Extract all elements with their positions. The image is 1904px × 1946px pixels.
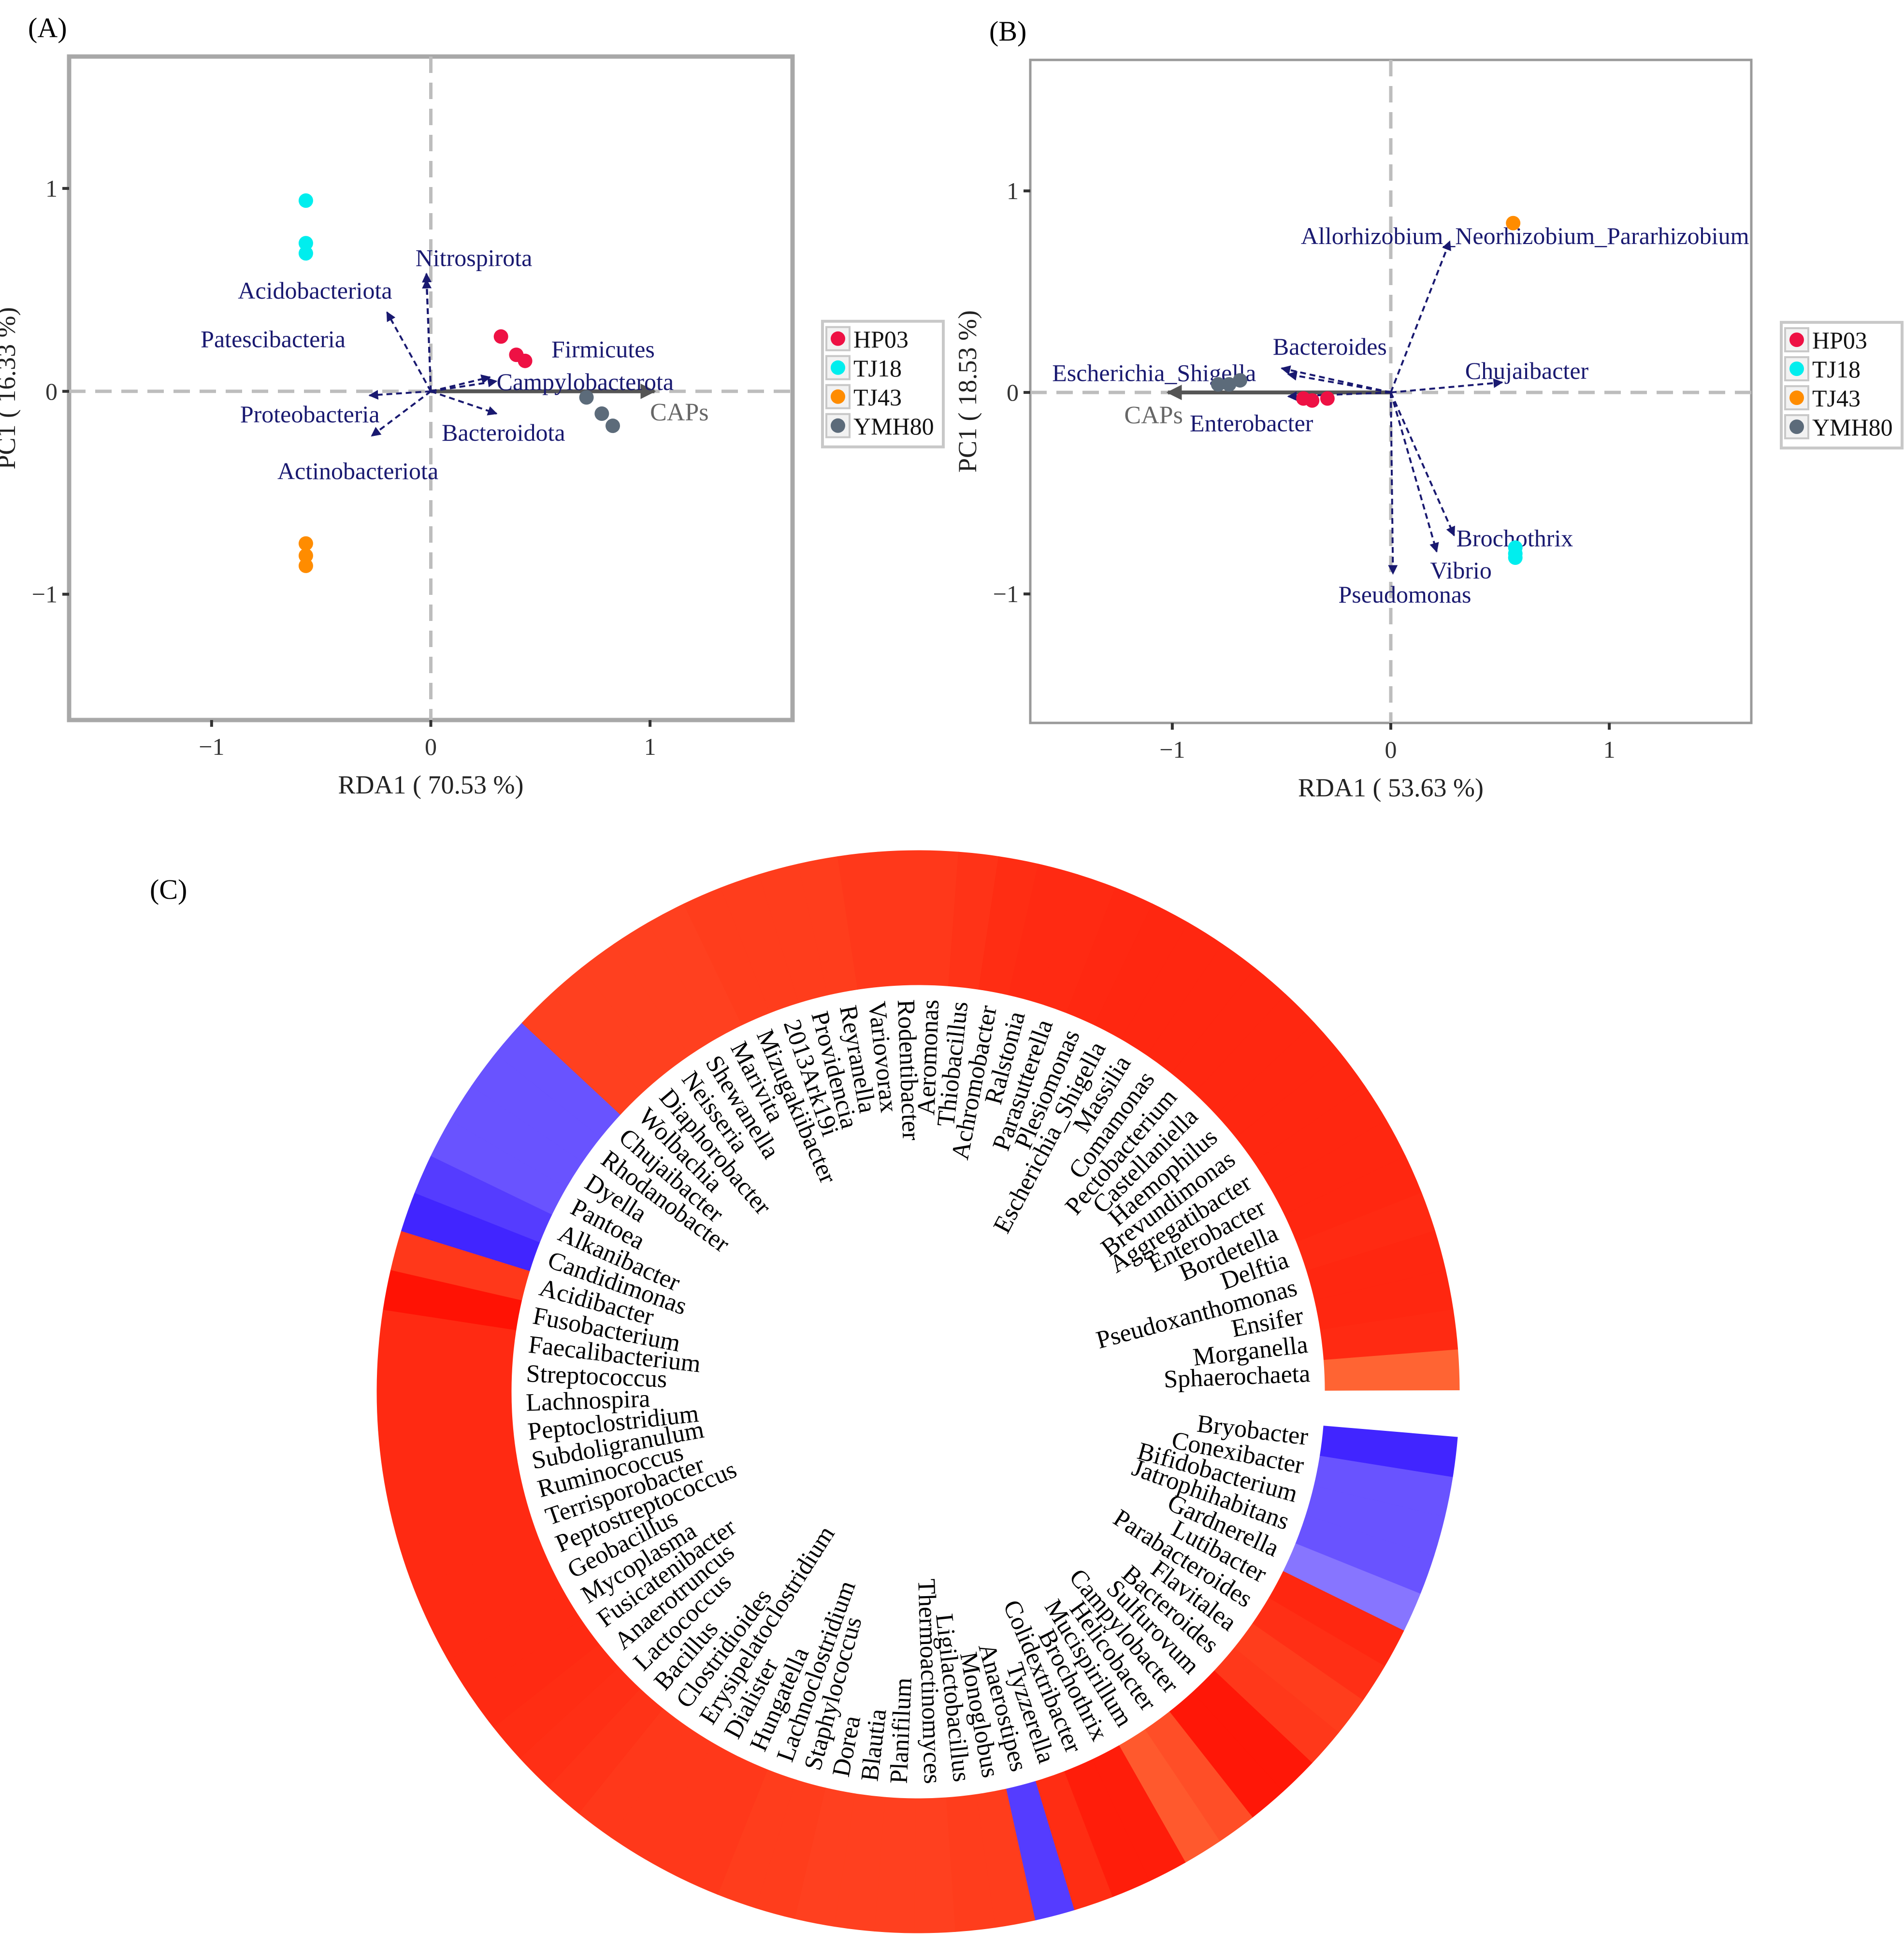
x-tick-label: 0 (425, 733, 437, 760)
caps-label: CAPs (650, 399, 708, 426)
vector-allorhizobium-neorhizobium-pararhizobium (1390, 240, 1451, 393)
sample-point-tj43 (298, 558, 313, 573)
vector-label-chujaibacter: Chujaibacter (1465, 357, 1589, 384)
legend-marker-ymh80 (831, 418, 845, 433)
vector-label-bacteroidota: Bacteroidota (442, 419, 565, 446)
x-axis-title: RDA1 ( 53.63 %) (1298, 773, 1484, 802)
legend-key (1784, 385, 1809, 411)
legend-marker-tj43 (831, 389, 845, 404)
genus-label-sphaerochaeta: Sphaerochaeta (1163, 1360, 1311, 1393)
y-tick-label: 1 (1007, 177, 1019, 204)
y-tick-label: 0 (1007, 379, 1019, 406)
legend-label-tj18: TJ18 (1812, 356, 1861, 383)
legend-label-ymh80: YMH80 (1812, 414, 1893, 441)
vector-label-actinobacteriota: Actinobacteriota (277, 458, 438, 485)
vector-label-enterobacter: Enterobacter (1190, 410, 1313, 437)
vector-label-vibrio: Vibrio (1430, 557, 1492, 584)
genus-label-thermoactinomyces: Thermoactinomyces (912, 1578, 946, 1784)
panel-label: (B) (989, 15, 1026, 47)
vector-label-allorhizobium-neorhizobium-pararhizobium: Allorhizobium_Neorhizobium_Pararhizobium (1301, 222, 1749, 249)
sample-point-tj18 (298, 236, 313, 251)
sample-point-hp03 (1305, 393, 1320, 408)
heat-cell-rodentibacter (877, 850, 919, 986)
vector-label-patescibacteria: Patescibacteria (201, 326, 346, 353)
vector-bacteroidota (430, 390, 498, 416)
vector-label-firmicutes: Firmicutes (551, 336, 655, 363)
panel-a: (A) −1 0 1 −1 0 1 RDA1 ( 70.53 %) PC1 ( 16.33 %)… (0, 12, 945, 799)
sample-point-tj18 (1508, 550, 1523, 565)
sample-point-ymh80 (579, 390, 594, 405)
x-tick-label: 1 (1603, 736, 1616, 763)
sample-point-tj18 (298, 193, 313, 208)
panel-c: (C)AeromonasThiobacillusAchromobacterRal… (150, 850, 1460, 1933)
genus-label-planifilum: Planifilum (885, 1677, 918, 1784)
legend-label-hp03: HP03 (853, 326, 909, 353)
sample-point-tj43 (1506, 216, 1521, 231)
y-tick-label: −1 (32, 581, 58, 608)
genus-label-aeromonas: Aeromonas (912, 999, 944, 1116)
legend-label-tj43: TJ43 (1812, 385, 1861, 412)
sample-point-ymh80 (1211, 377, 1226, 392)
sample-point-ymh80 (606, 418, 620, 433)
sample-point-ymh80 (1233, 373, 1248, 388)
legend-label-ymh80: YMH80 (853, 413, 934, 440)
vector-actinobacteriota (371, 390, 432, 437)
vector-enterobacter (1287, 391, 1391, 401)
panel-label: (A) (28, 12, 67, 43)
heat-cell-sphaerochaeta (1323, 1349, 1460, 1391)
legend-marker-hp03 (1789, 332, 1804, 347)
vector-label-acidobacteriota: Acidobacteriota (238, 277, 392, 304)
genus-label-rodentibacter: Rodentibacter (892, 999, 925, 1141)
vector-escherichia-shigella (1287, 371, 1391, 394)
panel-b: (B) −1 0 1 −1 0 1 RDA1 ( 53.63 %) PC1 ( 18.53 %)… (953, 15, 1904, 802)
sample-point-tj43 (298, 548, 313, 563)
y-axis-title: PC1 ( 18.53 %) (953, 310, 982, 473)
sample-point-hp03 (493, 329, 508, 344)
x-tick-label: 0 (1385, 736, 1397, 763)
sample-point-ymh80 (1222, 377, 1237, 392)
legend-key (1784, 356, 1809, 382)
vector-vibrio (1390, 392, 1439, 553)
legend-label-hp03: HP03 (1812, 327, 1867, 354)
sample-point-hp03 (1320, 391, 1335, 406)
x-tick-label: −1 (199, 733, 224, 760)
legend-marker-hp03 (831, 331, 845, 346)
y-axis-title: PC1 ( 16.33 %) (0, 307, 21, 470)
x-tick-label: 1 (644, 733, 656, 760)
legend-marker-tj43 (1789, 390, 1804, 405)
y-tick-label: −1 (993, 580, 1019, 607)
panel-label: (C) (150, 874, 187, 905)
vector-label-bacteroides: Bacteroides (1273, 333, 1387, 360)
vector-campylobacterota (431, 377, 498, 392)
genus-label-lachnospira: Lachnospira (525, 1385, 650, 1417)
y-tick-label: 0 (45, 378, 58, 405)
vector-proteobacteria (368, 390, 431, 400)
legend-label-tj18: TJ18 (853, 355, 902, 382)
legend-label-tj43: TJ43 (853, 384, 902, 411)
y-tick-label: 1 (45, 175, 58, 202)
legend-marker-ymh80 (1789, 419, 1804, 434)
legend-marker-tj18 (1789, 361, 1804, 376)
vector-brochothrix (1390, 392, 1455, 536)
x-tick-label: −1 (1159, 736, 1185, 763)
genus-label-streptococcus: Streptococcus (526, 1360, 668, 1393)
x-axis-title: RDA1 ( 70.53 %) (338, 770, 524, 799)
vector-label-proteobacteria: Proteobacteria (240, 401, 380, 428)
sample-point-ymh80 (594, 406, 609, 421)
vector-pseudomonas (1388, 392, 1398, 575)
vector-patescibacteria (386, 311, 432, 392)
caps-label: CAPs (1124, 402, 1183, 429)
sample-point-tj43 (298, 536, 313, 551)
vector-label-pseudomonas: Pseudomonas (1338, 581, 1471, 608)
legend-marker-tj18 (831, 360, 845, 375)
vector-label-nitrospirota: Nitrospirota (416, 245, 533, 272)
sample-point-tj18 (298, 246, 313, 261)
sample-point-hp03 (518, 353, 533, 368)
